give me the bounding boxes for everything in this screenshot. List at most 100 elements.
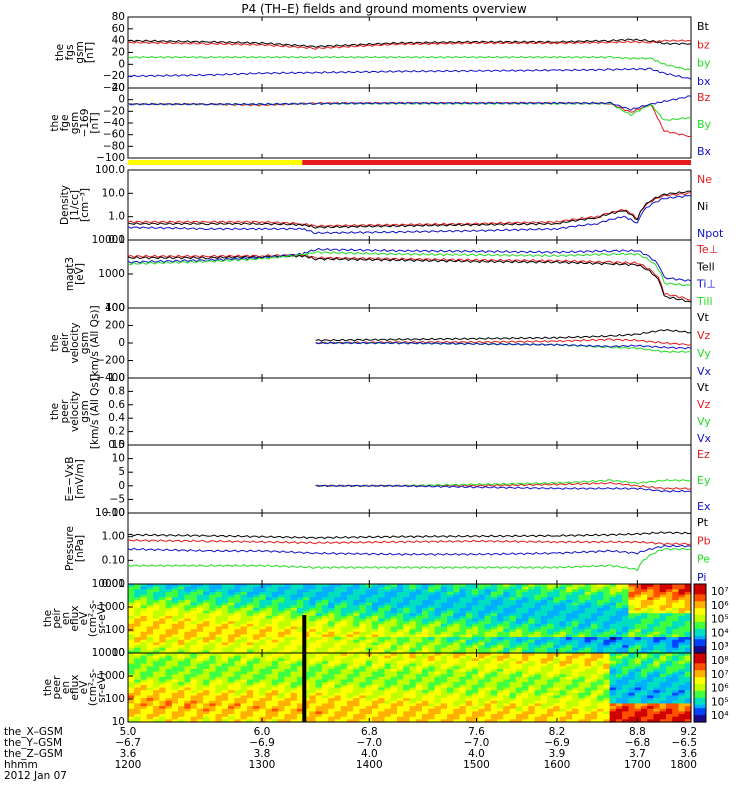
heatmap-cell xyxy=(134,695,142,699)
heatmap-cell xyxy=(209,671,217,675)
heatmap-cell xyxy=(603,634,611,638)
heatmap-cell xyxy=(196,589,204,593)
heatmap-cell xyxy=(515,658,523,662)
heatmap-cell xyxy=(672,679,680,683)
heatmap-cell xyxy=(284,610,292,614)
heatmap-cell xyxy=(209,676,217,681)
heatmap-cell xyxy=(228,586,235,590)
heatmap-cell xyxy=(534,637,542,641)
heatmap-cell xyxy=(265,660,273,665)
heatmap-cell xyxy=(278,690,285,694)
heatmap-cell xyxy=(140,626,148,630)
heatmap-cell xyxy=(622,639,630,643)
heatmap-cell xyxy=(146,589,154,593)
heatmap-cell xyxy=(215,602,223,606)
heatmap-cell xyxy=(196,682,204,686)
heatmap-cell xyxy=(190,695,198,699)
heatmap-cell xyxy=(472,629,479,633)
heatmap-cell xyxy=(378,605,386,609)
heatmap-cell xyxy=(396,626,404,630)
heatmap-cell xyxy=(290,637,298,641)
heatmap-cell xyxy=(447,716,454,720)
heatmap-cell xyxy=(634,695,642,699)
heatmap-cell xyxy=(503,716,511,720)
heatmap-cell xyxy=(365,668,373,673)
heatmap-cell xyxy=(447,615,454,620)
heatmap-cell xyxy=(603,660,611,665)
heatmap-cell xyxy=(153,719,160,723)
heatmap-cell xyxy=(309,674,317,678)
heatmap-cell xyxy=(678,658,686,662)
heatmap-cell xyxy=(628,700,636,705)
heatmap-cell xyxy=(578,668,586,673)
heatmap-cell xyxy=(159,695,167,699)
heatmap-cell xyxy=(315,698,323,702)
heatmap-cell xyxy=(634,692,642,697)
heatmap-cell xyxy=(509,695,517,699)
heatmap-cell xyxy=(403,605,411,609)
colorbar-segment xyxy=(694,590,706,595)
y-tick-label: 1.0 xyxy=(108,372,125,384)
heatmap-cell xyxy=(453,700,461,705)
heatmap-cell xyxy=(515,671,523,675)
heatmap-cell xyxy=(153,682,160,686)
heatmap-cell xyxy=(478,682,486,686)
heatmap-cell xyxy=(522,668,529,673)
heatmap-cell xyxy=(228,679,235,683)
heatmap-cell xyxy=(634,639,642,643)
heatmap-cell xyxy=(378,716,386,720)
heatmap-cell xyxy=(434,714,442,718)
heatmap-cell xyxy=(196,645,204,649)
heatmap-cell xyxy=(265,586,273,590)
heatmap-cell xyxy=(203,698,210,702)
heatmap-cell xyxy=(303,698,311,702)
heatmap-cell xyxy=(447,668,454,673)
heatmap-cell xyxy=(534,610,542,614)
heatmap-cell xyxy=(409,634,417,638)
heatmap-cell xyxy=(453,645,461,649)
colorbar-segment xyxy=(694,646,706,651)
heatmap-cell xyxy=(234,645,242,649)
heatmap-cell xyxy=(221,695,229,699)
heatmap-cell xyxy=(221,716,229,720)
heatmap-cell xyxy=(615,597,623,601)
heatmap-cell xyxy=(146,597,154,601)
heatmap-cell xyxy=(659,631,667,636)
heatmap-cell xyxy=(609,679,617,683)
heatmap-cell xyxy=(415,591,423,596)
heatmap-cell xyxy=(290,642,298,646)
heatmap-cell xyxy=(665,679,673,683)
heatmap-cell xyxy=(253,671,260,675)
heatmap-cell xyxy=(678,594,686,598)
heatmap-cell xyxy=(178,602,185,606)
heatmap-cell xyxy=(609,621,617,625)
heatmap-cell xyxy=(159,708,167,712)
heatmap-cell xyxy=(171,716,179,720)
heatmap-cell xyxy=(615,602,623,606)
heatmap-cell xyxy=(647,674,655,678)
heatmap-cell xyxy=(653,626,661,630)
heatmap-cell xyxy=(240,716,248,720)
heatmap-cell xyxy=(647,703,655,707)
heatmap-cell xyxy=(559,676,567,681)
heatmap-cell xyxy=(515,679,523,683)
heatmap-cell xyxy=(328,602,336,606)
heatmap-cell xyxy=(428,653,436,657)
heatmap-cell xyxy=(228,647,235,651)
heatmap-cell xyxy=(428,599,436,604)
heatmap-cell xyxy=(353,626,361,630)
heatmap-cell xyxy=(584,626,592,630)
heatmap-cell xyxy=(240,626,248,630)
heatmap-cell xyxy=(472,692,479,697)
heatmap-cell xyxy=(196,698,204,702)
heatmap-cell xyxy=(459,639,467,643)
heatmap-cell xyxy=(534,716,542,720)
heatmap-cell xyxy=(234,647,242,651)
heatmap-cell xyxy=(403,594,411,598)
heatmap-cell xyxy=(447,618,454,622)
heatmap-cell xyxy=(622,602,630,606)
heatmap-cell xyxy=(409,655,417,659)
heatmap-cell xyxy=(672,708,680,712)
heatmap-cell xyxy=(165,642,173,646)
heatmap-cell xyxy=(178,698,185,702)
